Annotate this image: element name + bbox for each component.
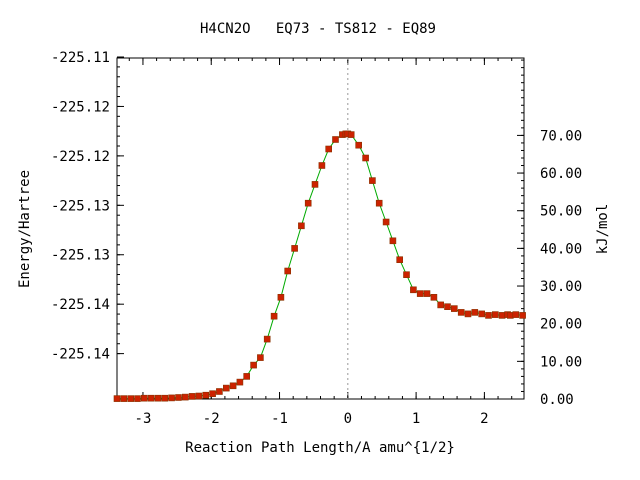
- data-point: [161, 394, 169, 402]
- x-tick-label: -1: [271, 411, 288, 427]
- series-line: [117, 133, 523, 400]
- right-tick-label: 20.00: [540, 317, 582, 333]
- left-tick-label: -225.14: [51, 297, 110, 313]
- data-point: [325, 145, 333, 153]
- x-tick-label: -3: [135, 411, 152, 427]
- data-point: [270, 312, 278, 320]
- data-point: [127, 395, 134, 402]
- data-point: [457, 309, 465, 316]
- data-point: [478, 310, 486, 318]
- data-point: [450, 305, 458, 312]
- left-tick-label: -225.12: [51, 99, 110, 115]
- data-point: [437, 301, 445, 309]
- data-point: [512, 311, 520, 318]
- right-tick-label: 0.00: [540, 392, 574, 408]
- data-point: [154, 394, 162, 402]
- left-tick-label: -225.13: [51, 248, 110, 264]
- data-point: [416, 290, 424, 297]
- left-tick-label: -225.14: [51, 347, 110, 363]
- data-point: [209, 390, 216, 398]
- data-point: [332, 136, 339, 143]
- data-point: [216, 388, 223, 395]
- data-point: [382, 218, 390, 226]
- data-point: [298, 222, 305, 230]
- right-tick-label: 40.00: [540, 241, 582, 257]
- x-tick-label: 0: [344, 411, 352, 427]
- data-point: [423, 290, 431, 297]
- data-point: [223, 384, 230, 392]
- data-point: [311, 181, 319, 188]
- data-point: [304, 199, 312, 207]
- x-axis: -3 -2 -1 0 1 2: [128, 58, 513, 427]
- data-point: [375, 199, 383, 207]
- data-point: [229, 382, 237, 390]
- data-point: [291, 245, 298, 252]
- data-point: [464, 310, 472, 318]
- x-tick-label: 1: [412, 411, 420, 427]
- right-tick-label: 10.00: [540, 354, 582, 370]
- data-point: [257, 354, 264, 361]
- data-point: [506, 312, 514, 319]
- right-tick-label: 60.00: [540, 166, 582, 182]
- energy-profile-series: [113, 130, 526, 402]
- left-tick-label: -225.13: [51, 198, 110, 214]
- data-point: [430, 293, 438, 301]
- data-point: [202, 391, 210, 399]
- data-point: [347, 131, 355, 138]
- data-point: [318, 162, 326, 169]
- data-point: [444, 303, 451, 311]
- data-point: [147, 394, 155, 402]
- x-tick-label: -2: [203, 411, 220, 427]
- data-point: [485, 312, 492, 319]
- data-point: [195, 392, 203, 400]
- data-point: [168, 394, 175, 402]
- data-point: [403, 271, 410, 279]
- data-point: [188, 393, 196, 400]
- data-point: [369, 177, 376, 184]
- data-point: [236, 378, 244, 386]
- data-point: [396, 256, 404, 264]
- x-axis-title: Reaction Path Length/A amu^{1/2}: [185, 440, 455, 456]
- x-tick-label: 2: [480, 411, 488, 427]
- data-point: [243, 373, 250, 380]
- data-point: [519, 312, 526, 319]
- left-tick-label: -225.12: [51, 149, 110, 165]
- right-axis-title: kJ/mol: [595, 204, 611, 255]
- chart-title: H4CN2O EQ73 - TS812 - EQ89: [200, 21, 436, 37]
- data-point: [141, 394, 148, 402]
- right-tick-label: 30.00: [540, 279, 582, 295]
- data-point: [182, 393, 189, 401]
- data-point: [362, 154, 369, 162]
- right-kjmol-axis: 0.00 10.00 20.00 30.00 40.00 50.00 60.00 70.00: [517, 59, 582, 408]
- data-point: [113, 395, 121, 402]
- data-point: [250, 361, 257, 369]
- data-point: [120, 395, 128, 402]
- data-point: [284, 267, 292, 275]
- left-tick-label: -225.11: [51, 50, 110, 66]
- data-point: [410, 286, 417, 294]
- right-tick-label: 70.00: [540, 128, 582, 144]
- data-point: [134, 395, 141, 402]
- data-point: [263, 335, 271, 343]
- data-point: [355, 141, 363, 149]
- data-point: [498, 312, 506, 319]
- data-point: [389, 237, 397, 245]
- data-point: [277, 293, 285, 301]
- data-point: [491, 311, 499, 318]
- left-energy-axis: -225.11 -225.12 -225.12 -225.13 -225.13 -225.…: [51, 50, 124, 363]
- right-tick-label: 50.00: [540, 204, 582, 220]
- plot-area: [116, 57, 525, 400]
- data-point: [175, 394, 182, 401]
- data-point: [471, 309, 479, 316]
- left-axis-title: Energy/Hartree: [17, 170, 33, 288]
